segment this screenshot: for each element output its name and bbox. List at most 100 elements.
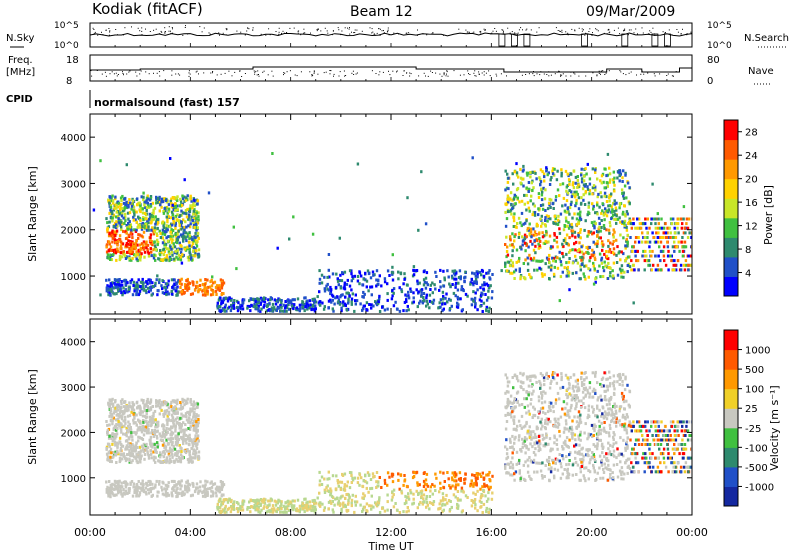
echo-cell (130, 435, 132, 438)
echo-cell (131, 408, 133, 411)
echo-cell (566, 275, 568, 278)
echo-cell (215, 494, 217, 497)
echo-cell (136, 492, 138, 495)
nsky-point (643, 33, 644, 34)
echo-cell (423, 292, 425, 295)
echo-cell (114, 234, 116, 237)
echo-cell (534, 205, 536, 208)
echo-cell (596, 178, 598, 181)
echo-cell (594, 171, 596, 174)
echo-cell (402, 309, 404, 312)
echo-cell (172, 204, 174, 207)
echo-cell (133, 482, 135, 485)
nsky-point (170, 31, 171, 32)
echo-cell (121, 410, 123, 413)
echo-cell (624, 205, 626, 208)
echo-cell (561, 252, 563, 255)
echo-cell (136, 197, 138, 200)
nave-point (519, 70, 520, 71)
echo-cell (555, 199, 557, 202)
echo-cell (634, 227, 636, 230)
echo-cell (129, 211, 131, 214)
echo-cell (188, 461, 190, 464)
echo-cell (142, 207, 144, 210)
echo-cell (157, 201, 159, 204)
echo-cell (397, 277, 399, 280)
nsky-point (634, 32, 635, 33)
echo-cell (384, 280, 386, 283)
echo-cell (116, 244, 118, 247)
echo-cell (182, 442, 184, 445)
nsky-point (283, 31, 284, 32)
echo-cell (511, 243, 513, 246)
echo-cell (249, 309, 251, 312)
echo-cell (439, 301, 441, 304)
nave-point (574, 74, 575, 75)
echo-cell (145, 280, 147, 283)
echo-cell (148, 457, 150, 460)
echo-cell (663, 227, 665, 230)
nave-point (351, 73, 352, 74)
nsky-point (304, 32, 305, 33)
echo-cell (521, 212, 523, 215)
echo-cell (146, 409, 148, 412)
echo-cell (469, 283, 471, 286)
echo-cell (189, 254, 191, 257)
nave-point (476, 76, 477, 77)
nave-point (189, 70, 190, 71)
echo-cell (180, 233, 182, 236)
echo-cell (682, 250, 684, 253)
nsky-point (279, 32, 280, 33)
echo-cell (157, 197, 159, 200)
echo-cell (678, 250, 680, 253)
echo-cell (657, 218, 659, 221)
echo-cell (399, 310, 401, 313)
echo-cell (139, 210, 141, 213)
nsky-point (635, 29, 636, 30)
echo-cell (375, 279, 377, 282)
echo-cell (141, 483, 143, 486)
echo-cell (149, 442, 151, 445)
echo-cell (179, 401, 181, 404)
echo-cell (233, 299, 235, 302)
echo-cell (145, 403, 147, 406)
echo-cell (529, 175, 531, 178)
nsky-tick-top: 10^5 (54, 21, 79, 31)
nave-point (283, 74, 284, 75)
nave-point (295, 75, 296, 76)
echo-cell (524, 242, 526, 245)
echo-cell (622, 213, 624, 216)
echo-cell (186, 418, 188, 421)
echo-cell (638, 241, 640, 244)
echo-cell (522, 170, 524, 173)
echo-cell (444, 297, 446, 300)
echo-cell (651, 250, 653, 253)
echo-cell (365, 308, 367, 311)
echo-cell (600, 195, 602, 198)
echo-cell (194, 232, 196, 235)
echo-cell (180, 220, 182, 223)
echo-cell (215, 491, 217, 494)
echo-cell (228, 306, 230, 309)
echo-cell (184, 291, 186, 294)
echo-cell (121, 195, 123, 198)
echo-cell (160, 258, 162, 261)
echo-cell (621, 180, 623, 183)
echo-cell (538, 196, 540, 199)
echo-cell (413, 301, 415, 304)
echo-cell (529, 276, 531, 279)
echo-cell (596, 245, 598, 248)
nsearch-dropout (622, 34, 628, 46)
echo-cell (128, 401, 130, 404)
echo-cell (339, 274, 341, 277)
echo-cell (332, 307, 334, 310)
echo-cell (480, 273, 482, 276)
nave-point (357, 73, 358, 74)
echo-cell (357, 275, 359, 278)
nsky-point (317, 29, 318, 30)
echo-cell (527, 227, 529, 230)
echo-cell (601, 249, 603, 252)
echo-cell (417, 229, 419, 232)
echo-cell (175, 484, 177, 487)
echo-cell (578, 248, 580, 251)
